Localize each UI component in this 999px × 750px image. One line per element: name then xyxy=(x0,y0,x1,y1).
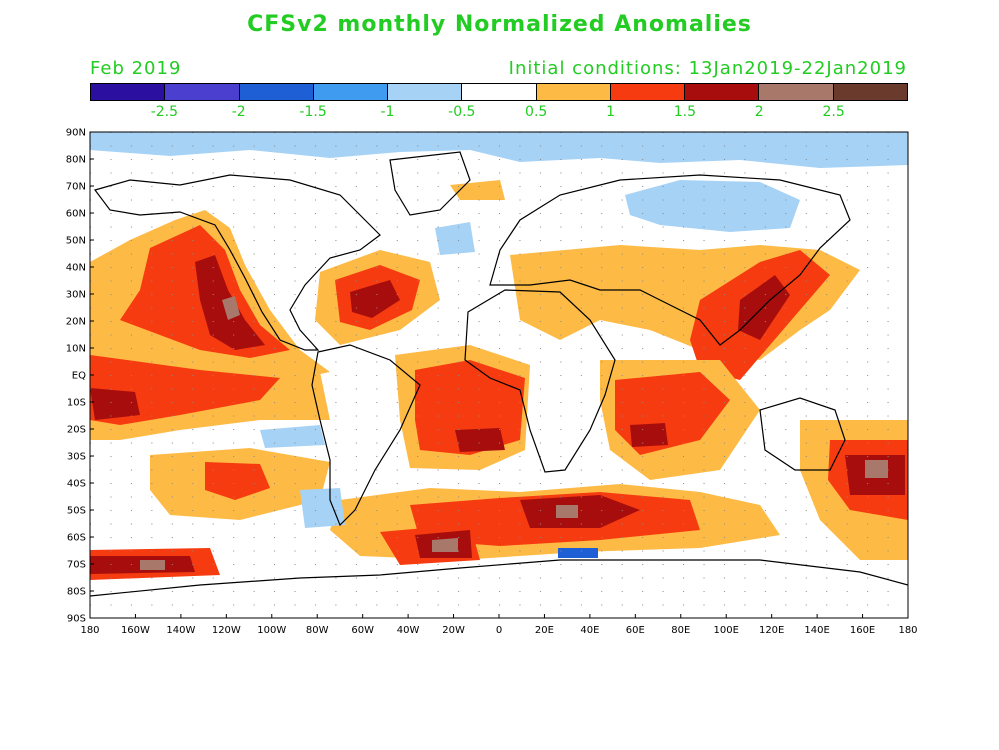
lon-tick-label: 100E xyxy=(714,625,739,636)
lat-tick-label: 30N xyxy=(66,290,86,301)
colorbar-label: -0.5 xyxy=(448,104,476,120)
colorbar-swatch xyxy=(313,84,389,100)
lat-tick-label: 20N xyxy=(66,317,86,328)
colorbar-label: 2 xyxy=(754,104,764,120)
colorbar-label: 2.5 xyxy=(822,104,845,120)
colorbar-label: -1 xyxy=(380,104,395,120)
coast-south-america xyxy=(311,344,421,527)
lon-tick-label: 20E xyxy=(535,625,554,636)
coast-north-america xyxy=(93,174,381,351)
lat-tick-label: 10N xyxy=(66,344,86,355)
lon-tick-label: 140E xyxy=(804,625,829,636)
lat-tick-label: 30S xyxy=(67,452,86,463)
lon-tick-label: 180 xyxy=(898,625,917,636)
colorbar-swatch xyxy=(462,84,537,100)
lat-tick-label: 20S xyxy=(67,425,86,436)
colorbar-label: 1 xyxy=(606,104,615,120)
lat-tick-label: 80S xyxy=(67,587,86,598)
initial-conditions: Initial conditions: 13Jan2019-22Jan2019 xyxy=(508,58,907,79)
coast-eurasia xyxy=(489,174,851,346)
lon-tick-label: 80W xyxy=(306,625,329,636)
colorbar-swatch xyxy=(91,84,166,100)
colorbar-label: -2 xyxy=(231,104,246,120)
anomaly-fields xyxy=(90,132,908,618)
lon-tick-label: 0 xyxy=(496,625,502,636)
lon-tick-label: 120E xyxy=(759,625,784,636)
lat-tick-label: 70N xyxy=(66,182,86,193)
colorbar-swatch xyxy=(239,84,314,100)
longitude-axis: 180 160W 140W 120W 100W 80W 60W 40W 20W 0 20E 40E 60… xyxy=(80,614,918,636)
lon-tick-label: 80E xyxy=(671,625,690,636)
colorbar-label: -2.5 xyxy=(150,104,179,120)
lon-tick-label: 60E xyxy=(626,625,645,636)
colorbar-swatch xyxy=(536,84,611,100)
colorbar-labels: -2.5 -2 -1.5 -1 -0.5 0.5 1 1.5 2 2.5 xyxy=(90,104,908,122)
coast-antarctica xyxy=(90,559,908,597)
colorbar-swatch xyxy=(388,84,463,100)
colorbar xyxy=(90,83,908,101)
colorbar-label: -1.5 xyxy=(299,104,327,120)
lat-tick-label: 50S xyxy=(67,506,86,517)
lon-tick-label: 60W xyxy=(351,625,374,636)
lon-tick-label: 40W xyxy=(397,625,420,636)
lon-tick-label: 120W xyxy=(212,625,241,636)
lat-tick-label: 60N xyxy=(66,209,86,220)
lon-tick-label: 20W xyxy=(442,625,465,636)
colorbar-swatch xyxy=(610,84,686,100)
colorbar-label: 1.5 xyxy=(673,104,697,120)
lat-tick-label: 50N xyxy=(66,236,86,247)
dot-grid xyxy=(90,132,908,618)
lon-tick-label: 160E xyxy=(850,625,875,636)
forecast-month: Feb 2019 xyxy=(90,58,182,79)
lat-tick-label: EQ xyxy=(72,371,86,382)
lat-tick-label: 90S xyxy=(67,614,86,625)
lat-tick-label: 90N xyxy=(66,128,86,139)
colorbar-swatch xyxy=(165,84,240,100)
colorbar-swatch xyxy=(685,84,760,100)
lat-tick-label: 40N xyxy=(66,263,86,274)
colorbar-swatch xyxy=(759,84,834,100)
latitude-axis: 90N 80N 70N 60N 50N 40N 30N 20N 10N EQ 10S 20S 30S 40… xyxy=(66,128,94,625)
coastlines xyxy=(90,151,908,597)
lon-tick-label: 180 xyxy=(80,625,99,636)
coast-greenland xyxy=(389,151,471,216)
lon-tick-label: 40E xyxy=(580,625,599,636)
lat-tick-label: 10S xyxy=(67,398,86,409)
coast-africa xyxy=(464,289,616,473)
lat-tick-label: 40S xyxy=(67,479,86,490)
lon-tick-label: 100W xyxy=(257,625,286,636)
colorbar-swatch xyxy=(833,84,907,100)
lon-tick-label: 140W xyxy=(166,625,195,636)
lon-tick-label: 160W xyxy=(121,625,150,636)
lat-tick-label: 70S xyxy=(67,560,86,571)
map-title: CFSv2 monthly Normalized Anomalies xyxy=(247,12,752,37)
colorbar-label: 0.5 xyxy=(525,104,548,120)
lat-tick-label: 80N xyxy=(66,155,86,166)
lat-tick-label: 60S xyxy=(67,533,86,544)
coast-australia xyxy=(759,397,846,471)
